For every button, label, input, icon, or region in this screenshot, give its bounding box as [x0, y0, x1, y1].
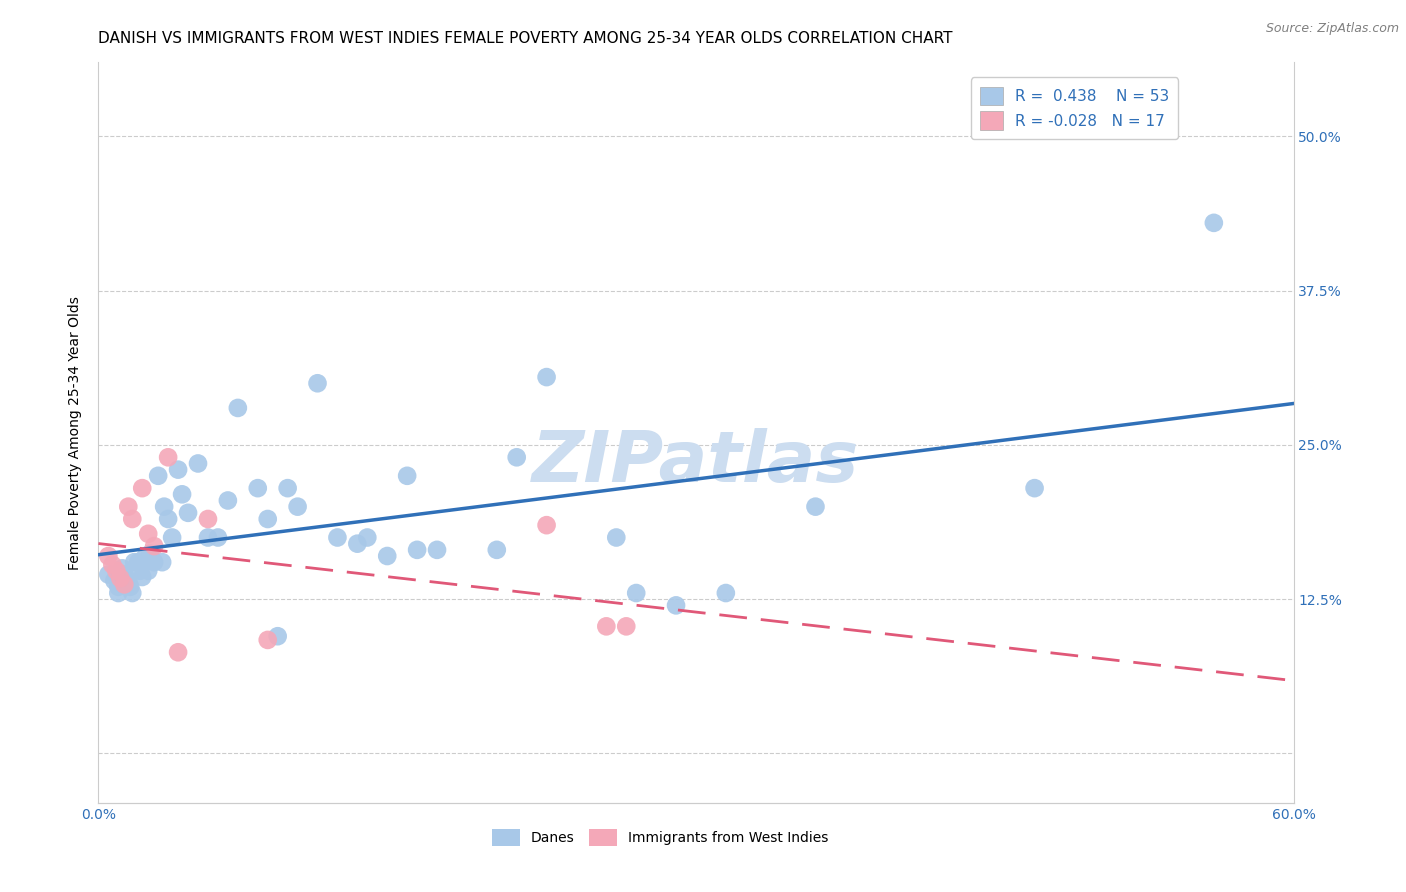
Point	[150, 555, 173, 569]
Point	[207, 531, 229, 545]
Point	[160, 531, 183, 545]
Point	[117, 500, 139, 514]
Point	[112, 567, 135, 582]
Point	[134, 551, 156, 566]
Point	[1202, 216, 1225, 230]
Point	[536, 518, 558, 533]
Point	[120, 580, 142, 594]
Point	[143, 555, 166, 569]
Point	[177, 506, 200, 520]
Point	[143, 539, 166, 553]
Point	[121, 512, 143, 526]
Point	[595, 619, 617, 633]
Point	[105, 564, 128, 578]
Point	[346, 536, 368, 550]
Point	[97, 567, 120, 582]
Point	[287, 500, 309, 514]
Legend: Danes, Immigrants from West Indies: Danes, Immigrants from West Indies	[486, 823, 834, 851]
Point	[101, 558, 124, 572]
Point	[426, 542, 449, 557]
Point	[153, 500, 176, 514]
Point	[1024, 481, 1046, 495]
Point	[197, 512, 219, 526]
Point	[167, 462, 190, 476]
Point	[626, 586, 648, 600]
Point	[187, 457, 209, 471]
Point	[148, 468, 170, 483]
Point	[267, 629, 290, 643]
Point	[131, 570, 153, 584]
Point	[136, 564, 159, 578]
Point	[139, 547, 162, 561]
Point	[197, 531, 219, 545]
Y-axis label: Female Poverty Among 25-34 Year Olds: Female Poverty Among 25-34 Year Olds	[69, 295, 83, 570]
Point	[714, 586, 737, 600]
Point	[97, 549, 120, 563]
Point	[396, 468, 419, 483]
Text: ZIPatlas: ZIPatlas	[533, 428, 859, 497]
Point	[307, 376, 329, 391]
Point	[506, 450, 529, 465]
Point	[485, 542, 508, 557]
Point	[111, 561, 134, 575]
Point	[136, 526, 159, 541]
Point	[103, 574, 125, 588]
Point	[614, 619, 637, 633]
Point	[326, 531, 349, 545]
Point	[375, 549, 398, 563]
Point	[277, 481, 299, 495]
Point	[121, 586, 143, 600]
Point	[406, 542, 429, 557]
Point	[605, 531, 627, 545]
Text: DANISH VS IMMIGRANTS FROM WEST INDIES FEMALE POVERTY AMONG 25-34 YEAR OLDS CORRE: DANISH VS IMMIGRANTS FROM WEST INDIES FE…	[98, 31, 953, 46]
Point	[256, 512, 278, 526]
Point	[256, 632, 278, 647]
Point	[107, 586, 129, 600]
Point	[112, 577, 135, 591]
Point	[665, 599, 688, 613]
Point	[131, 481, 153, 495]
Point	[217, 493, 239, 508]
Point	[127, 555, 149, 569]
Point	[157, 512, 180, 526]
Point	[107, 580, 129, 594]
Point	[356, 531, 378, 545]
Point	[226, 401, 249, 415]
Point	[536, 370, 558, 384]
Point	[157, 450, 180, 465]
Point	[129, 564, 152, 578]
Text: Source: ZipAtlas.com: Source: ZipAtlas.com	[1265, 22, 1399, 36]
Point	[172, 487, 194, 501]
Point	[124, 555, 146, 569]
Point	[167, 645, 190, 659]
Point	[246, 481, 269, 495]
Point	[117, 574, 139, 588]
Point	[804, 500, 827, 514]
Point	[110, 571, 132, 585]
